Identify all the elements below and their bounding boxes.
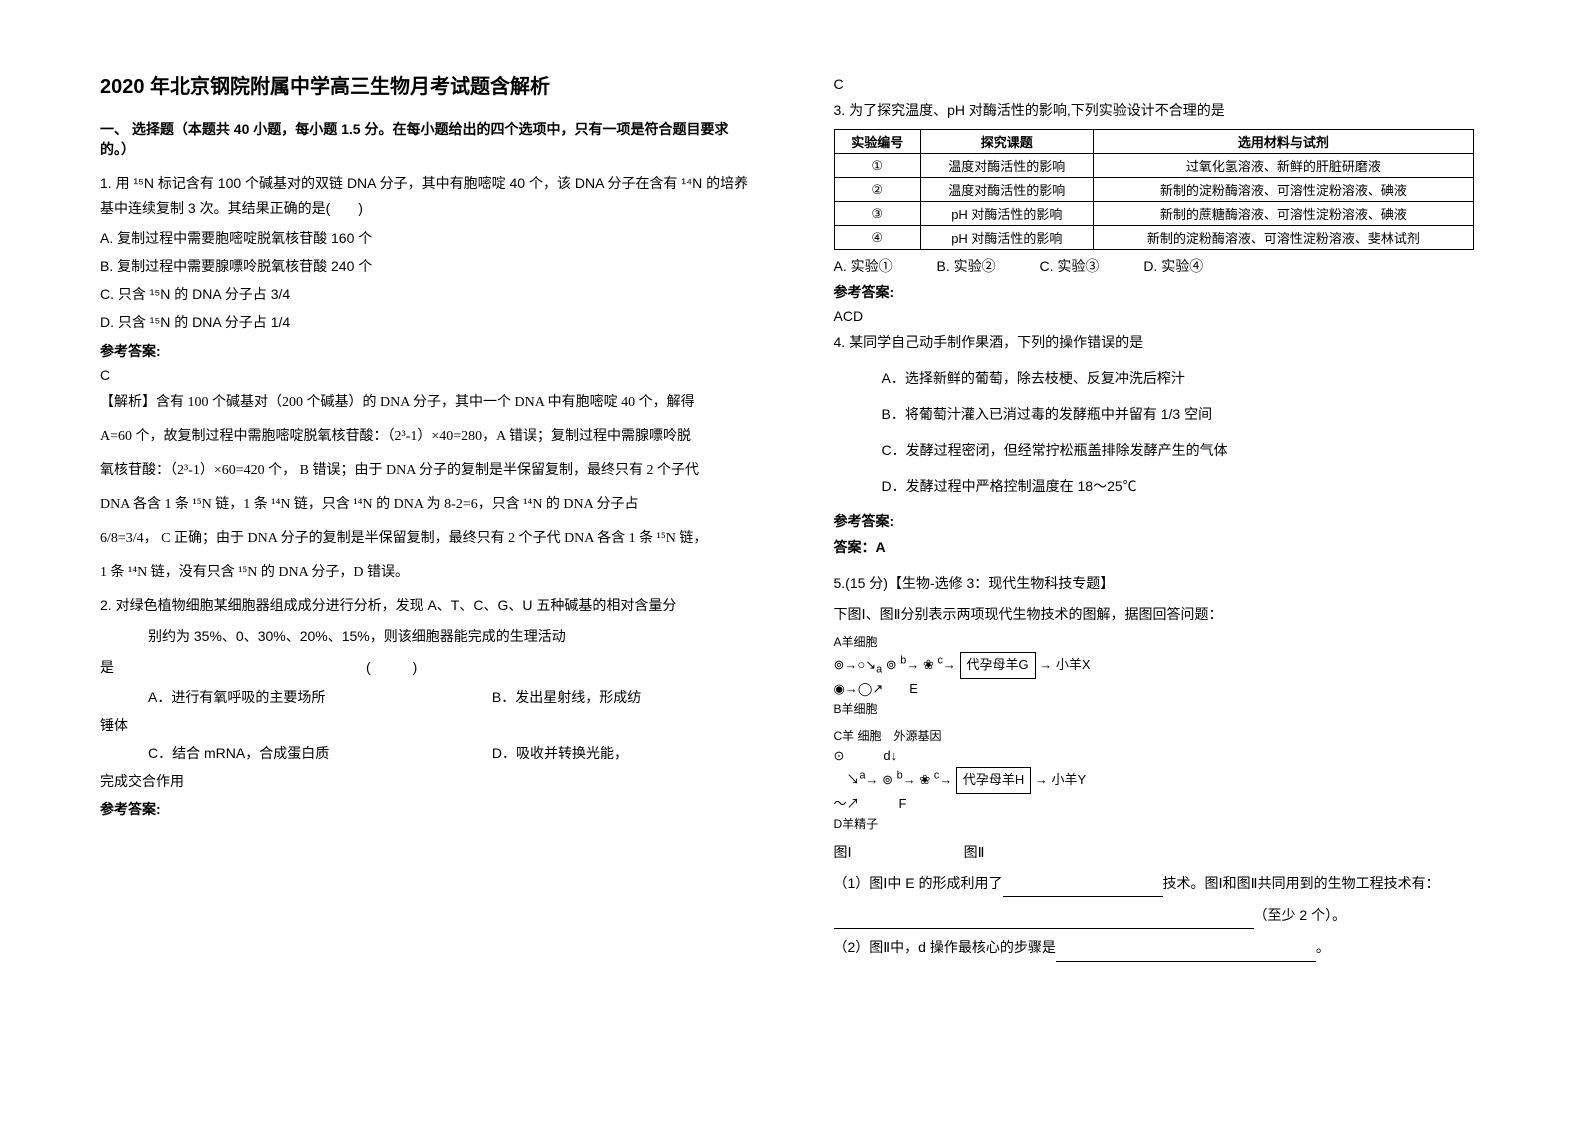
table-cell: ④	[834, 226, 920, 250]
q3-option-a: A. 实验①	[834, 258, 893, 274]
q1-answer: C	[100, 367, 754, 383]
q2-option-row1: A．进行有氧呼吸的主要场所 B．发出星射线，形成纺	[148, 686, 754, 710]
q1-option-b: B. 复制过程中需要腺嘌呤脱氧核苷酸 240 个	[100, 255, 754, 279]
table-cell: 新制的淀粉酶溶液、可溶性淀粉溶液、斐林试剂	[1093, 226, 1473, 250]
q5-diagram-2: C羊 细胞 外源基因 ⊙ d↓ ↘a→ ⊚ b→ ❀ c→ 代孕母羊H → 小羊…	[834, 727, 1488, 834]
q1-explanation-5: 6/8=3/4， C 正确；由于 DNA 分子的复制是半保留复制，最终只有 2 …	[100, 525, 754, 553]
diagram-box-h: 代孕母羊H	[956, 767, 1031, 794]
q4-answer: 答案：A	[834, 537, 1488, 557]
q5-sub2b: 。	[1316, 939, 1330, 955]
table-row: ① 温度对酶活性的影响 过氧化氢溶液、新鲜的肝脏研磨液	[834, 154, 1473, 178]
q5-sub1b: 技术。图Ⅰ和图Ⅱ共同用到的生物工程技术有：	[1163, 875, 1440, 891]
table-cell: ②	[834, 178, 920, 202]
q2-stem-1: 2. 对绿色植物细胞某细胞器组成成分进行分析，发现 A、T、C、G、U 五种碱基…	[100, 593, 754, 618]
q4-option-a: A．选择新鲜的葡萄，除去枝梗、反复冲洗后榨汁	[882, 367, 1488, 391]
q4-option-c: C．发酵过程密闭，但经常拧松瓶盖排除发酵产生的气体	[882, 439, 1488, 463]
q1-option-d: D. 只含 ¹⁵N 的 DNA 分子占 1/4	[100, 311, 754, 335]
table-header-row: 实验编号 探究课题 选用材料与试剂	[834, 130, 1473, 154]
q2-stem-2: 别约为 35%、0、30%、20%、15%，则该细胞器能完成的生理活动	[148, 624, 754, 649]
blank-field	[834, 903, 1254, 929]
q5-sub2: （2）图Ⅱ中，d 操作最核心的步骤是 。	[834, 935, 1488, 961]
q3-options: A. 实验① B. 实验② C. 实验③ D. 实验④	[834, 256, 1488, 276]
q5-sub1c: （至少 2 个）。	[1254, 907, 1347, 923]
q1-explanation-6: 1 条 ¹⁴N 链，没有只含 ¹⁵N 的 DNA 分子，D 错误。	[100, 559, 754, 587]
left-column: 2020 年北京钢院附属中学高三生物月考试题含解析 一、 选择题（本题共 40 …	[0, 0, 794, 1122]
q2-stem-3: 是 ( )	[100, 655, 754, 680]
table-cell: 过氧化氢溶液、新鲜的肝脏研磨液	[1093, 154, 1473, 178]
blank-field	[1056, 935, 1316, 961]
diagram-small-x: 小羊X	[1056, 657, 1091, 672]
q3-answer-label: 参考答案:	[834, 282, 1488, 302]
q5-sub1-line2: （至少 2 个）。	[834, 903, 1488, 929]
q5-sub1a: （1）图Ⅰ中 E 的形成利用了	[834, 875, 1003, 891]
q4-answer-label: 参考答案:	[834, 511, 1488, 531]
q5-diagram-1: A羊细胞 ⊚→○↘a ⊚ b→ ❀ c→ 代孕母羊G → 小羊X ◉→◯↗ E …	[834, 633, 1488, 719]
right-column: C 3. 为了探究温度、pH 对酶活性的影响,下列实验设计不合理的是 实验编号 …	[794, 0, 1587, 1122]
q1-option-a: A. 复制过程中需要胞嘧啶脱氧核苷酸 160 个	[100, 227, 754, 251]
diagram-label-b: B羊细胞	[834, 700, 1488, 719]
q4-stem: 4. 某同学自己动手制作果酒，下列的操作错误的是	[834, 330, 1488, 355]
q1-explanation-3: 氧核苷酸：（2³-1）×60=420 个， B 错误；由于 DNA 分子的复制是…	[100, 457, 754, 485]
q3-option-b: B. 实验②	[937, 258, 996, 274]
table-header: 选用材料与试剂	[1093, 130, 1473, 154]
q2-option-a: A．进行有氧呼吸的主要场所	[148, 686, 488, 710]
q3-answer: ACD	[834, 308, 1488, 324]
diagram-row-1: ⊚→○↘a ⊚ b→ ❀ c→ 代孕母羊G → 小羊X	[834, 652, 1488, 679]
q2-option-d: D．吸收并转换光能，	[492, 745, 628, 761]
diagram-row-5: ～↗ F	[834, 794, 1488, 815]
diagram-label-exo: 外源基因	[894, 729, 942, 743]
exam-title: 2020 年北京钢院附属中学高三生物月考试题含解析	[100, 70, 754, 99]
q2-answer: C	[834, 76, 1488, 92]
q3-stem: 3. 为了探究温度、pH 对酶活性的影响,下列实验设计不合理的是	[834, 98, 1488, 123]
diagram-small-y: 小羊Y	[1052, 772, 1087, 787]
diagram-row-4: ↘a→ ⊚ b→ ❀ c→ 代孕母羊H → 小羊Y	[834, 767, 1488, 794]
q1-explanation-2: A=60 个，故复制过程中需胞嘧啶脱氧核苷酸：（2³-1）×40=280，A 错…	[100, 423, 754, 451]
table-cell: 新制的蔗糖酶溶液、可溶性淀粉溶液、碘液	[1093, 202, 1473, 226]
q5-header: 5.(15 分)【生物-选修 3：现代生物科技专题】	[834, 571, 1488, 596]
section-header: 一、 选择题（本题共 40 小题，每小题 1.5 分。在每小题给出的四个选项中，…	[100, 119, 754, 159]
diagram-label-a: A羊细胞	[834, 633, 1488, 652]
table-row: ② 温度对酶活性的影响 新制的淀粉酶溶液、可溶性淀粉溶液、碘液	[834, 178, 1473, 202]
diagram-row-c: C羊 细胞 外源基因	[834, 727, 1488, 746]
q1-stem: 1. 用 ¹⁵N 标记含有 100 个碱基对的双链 DNA 分子，其中有胞嘧啶 …	[100, 171, 754, 221]
table-cell: 新制的淀粉酶溶液、可溶性淀粉溶液、碘液	[1093, 178, 1473, 202]
table-header: 探究课题	[920, 130, 1093, 154]
table-cell: 温度对酶活性的影响	[920, 178, 1093, 202]
q1-answer-label: 参考答案:	[100, 341, 754, 361]
q5-sub2a: （2）图Ⅱ中，d 操作最核心的步骤是	[834, 939, 1056, 955]
diagram-box-g: 代孕母羊G	[960, 652, 1036, 679]
diagram-row-3: ⊙ d↓	[834, 746, 1488, 767]
q2-option-b: B．发出星射线，形成纺	[492, 689, 641, 705]
diagram-label-c: C羊 细胞	[834, 729, 882, 743]
diagram-label-d: D羊精子	[834, 815, 1488, 834]
table-cell: ①	[834, 154, 920, 178]
diagram-row-2: ◉→◯↗ E	[834, 679, 1488, 700]
q2-answer-label: 参考答案:	[100, 799, 754, 819]
q5-sub1: （1）图Ⅰ中 E 的形成利用了 技术。图Ⅰ和图Ⅱ共同用到的生物工程技术有：	[834, 871, 1488, 897]
q1-explanation-4: DNA 各含 1 条 ¹⁵N 链，1 条 ¹⁴N 链，只含 ¹⁴N 的 DNA …	[100, 491, 754, 519]
table-cell: 温度对酶活性的影响	[920, 154, 1093, 178]
table-cell: ③	[834, 202, 920, 226]
table-header: 实验编号	[834, 130, 920, 154]
q2-option-c: C．结合 mRNA，合成蛋白质	[148, 742, 488, 766]
blank-field	[1003, 871, 1163, 897]
q4-option-b: B．将葡萄汁灌入已消过毒的发酵瓶中并留有 1/3 空间	[882, 403, 1488, 427]
q1-explanation-1: 【解析】含有 100 个碱基对（200 个碱基）的 DNA 分子，其中一个 DN…	[100, 389, 754, 417]
table-row: ③ pH 对酶活性的影响 新制的蔗糖酶溶液、可溶性淀粉溶液、碘液	[834, 202, 1473, 226]
q4-option-d: D．发酵过程中严格控制温度在 18～25℃	[882, 475, 1488, 499]
q2-option-b-cont: 锤体	[100, 714, 754, 738]
q5-figure-label: 图Ⅰ 图Ⅱ	[834, 840, 1488, 865]
q3-table: 实验编号 探究课题 选用材料与试剂 ① 温度对酶活性的影响 过氧化氢溶液、新鲜的…	[834, 129, 1474, 250]
table-row: ④ pH 对酶活性的影响 新制的淀粉酶溶液、可溶性淀粉溶液、斐林试剂	[834, 226, 1473, 250]
q5-stem: 下图Ⅰ、图Ⅱ分别表示两项现代生物技术的图解，据图回答问题：	[834, 602, 1488, 627]
q3-option-c: C. 实验③	[1040, 258, 1100, 274]
q3-option-d: D. 实验④	[1143, 258, 1203, 274]
q2-option-d-cont: 完成交合作用	[100, 770, 754, 794]
q2-option-row2: C．结合 mRNA，合成蛋白质 D．吸收并转换光能，	[148, 742, 754, 766]
table-cell: pH 对酶活性的影响	[920, 226, 1093, 250]
q1-option-c: C. 只含 ¹⁵N 的 DNA 分子占 3/4	[100, 283, 754, 307]
table-cell: pH 对酶活性的影响	[920, 202, 1093, 226]
